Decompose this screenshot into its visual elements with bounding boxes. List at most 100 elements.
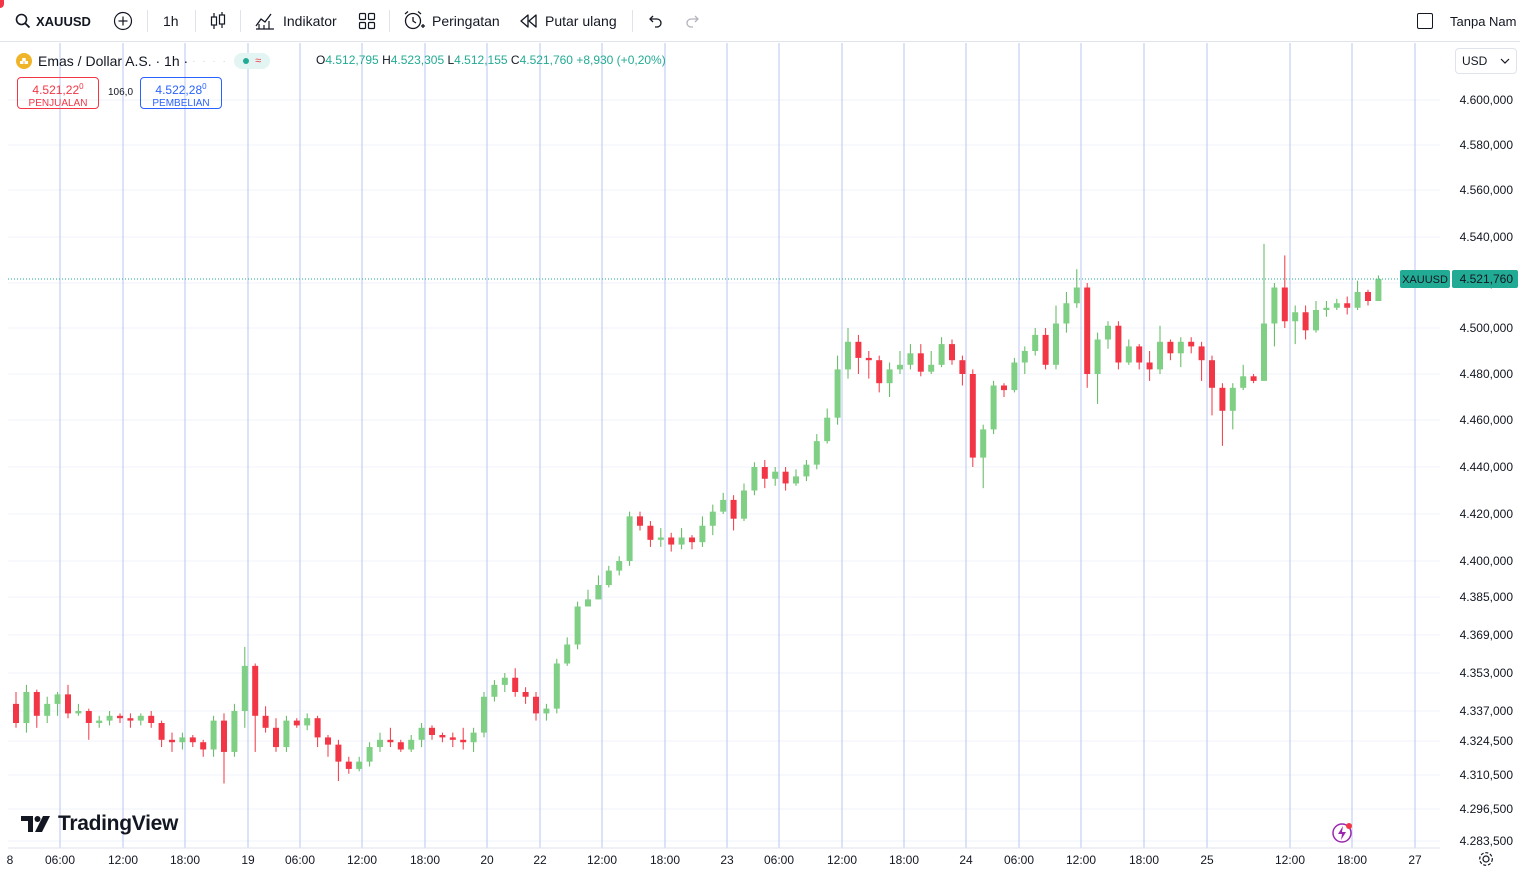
x-axis-tick-label: 06:00 [285,853,315,867]
candle-body [647,525,654,540]
candle-body [481,696,487,733]
candle-body [1261,323,1267,381]
last-price-tag-label: 4.521,760 [1460,272,1514,286]
gold-coin-icon [16,53,32,69]
sell-button[interactable]: 4.521,220 PENJUALAN [17,77,99,109]
candle-body [512,677,519,692]
candle-body [1001,385,1007,391]
candle-body [137,715,144,721]
y-axis-tick-label: 4.460,000 [1460,413,1514,427]
tradingview-logo[interactable]: TradingView [20,812,178,836]
buy-price-sup: 0 [202,82,207,91]
candle-body [1021,351,1028,363]
divider [147,10,148,32]
candle-body [127,718,134,721]
candle-body [522,692,529,697]
replay-label: Putar ulang [545,13,617,29]
candle-body [990,385,997,430]
candle-body [314,718,321,738]
buy-label: PEMBELIAN [152,98,210,109]
search-icon [15,13,31,29]
currency-select[interactable]: USD [1455,48,1517,74]
candle-body [262,715,269,728]
redo-button[interactable] [684,0,702,42]
y-axis-tick-label: 4.420,000 [1460,507,1514,521]
layouts-button[interactable] [358,0,376,42]
whats-new-button[interactable] [1332,822,1354,849]
candle-body [1240,376,1247,388]
candle-body [865,357,872,361]
candle-body [699,525,706,543]
candle-body [1333,303,1340,308]
price-chart[interactable]: 8 06:00 12:00 18:00 19 06:00 12:00 18:00 20 22 12:… [0,43,1520,880]
candle-body [1344,303,1351,308]
candle-body [793,476,799,484]
indicator-chart-icon [255,13,274,30]
candle-body [169,739,175,743]
candle-body [75,711,82,714]
realtime-icon: ≈ [255,55,262,67]
market-status-badge[interactable]: ≈ [234,53,271,69]
candle-body [772,471,779,479]
candle-body [449,737,456,740]
x-axis-tick-label: 25 [1200,853,1214,867]
replay-button[interactable]: Putar ulang [519,0,617,42]
candle-body [1188,341,1195,347]
candle-body [85,711,92,723]
x-axis-tick-label: 18:00 [650,853,680,867]
chart-type-button[interactable] [209,0,227,42]
rewind-icon [520,14,537,28]
undo-button[interactable] [646,0,664,42]
candle-body [439,735,446,738]
candle-body [585,599,591,607]
chart-settings-button[interactable] [1478,851,1494,872]
candle-body [1354,292,1361,308]
symbol-legend[interactable]: Emas / Dollar A.S. · 1h · · · · · ≈ [16,51,271,71]
chevron-down-icon [1500,58,1510,64]
candle-body [148,715,155,723]
x-axis-tick-label: 12:00 [1275,853,1305,867]
candle-body [387,739,394,743]
candle-body [564,644,571,664]
candle-body [637,516,643,526]
y-axis-tick-label: 4.385,000 [1460,590,1514,604]
candle-body [44,703,51,716]
indicators-button[interactable]: Indikator [254,0,337,42]
interval-button[interactable]: 1h [163,0,179,42]
candle-body [969,374,976,458]
candle-body [241,665,248,711]
x-axis-tick-label: 18:00 [410,853,440,867]
candle-body [408,739,415,750]
candle-body [366,747,373,762]
candle-body [345,761,352,769]
close-label: C [510,53,520,67]
candle-body [13,703,19,723]
candle-body [65,694,71,714]
layout-name-label: Tanpa Nam [1450,13,1517,29]
y-axis-tick-label: 4.324,500 [1460,734,1514,748]
candle-body [1167,341,1174,354]
indicators-label: Indikator [283,13,337,29]
y-axis-tick-label: 4.310,500 [1460,768,1514,782]
alerts-button[interactable]: Peringatan [403,0,500,42]
x-axis-tick-label: 06:00 [45,853,75,867]
grid-layout-icon [358,12,376,30]
x-axis-tick-label: 06:00 [1004,853,1034,867]
chart-pane[interactable]: 8 06:00 12:00 18:00 19 06:00 12:00 18:00 20 22 12:… [0,43,1520,880]
candle-body [886,369,893,384]
undo-icon [649,15,662,28]
x-axis-tick-label: 23 [720,853,734,867]
candle-body [668,537,675,545]
candle-body [1198,346,1205,361]
candle-body [574,606,581,645]
candle-body [897,364,903,370]
symbol-search-button[interactable]: XAUUSD [15,0,91,42]
candle-body [595,585,602,600]
compare-button[interactable] [113,0,133,42]
x-axis-tick-label: 12:00 [108,853,138,867]
buy-button[interactable]: 4.522,280 PEMBELIAN [140,77,222,109]
y-axis-tick-label: 4.283,500 [1460,834,1514,848]
candle-body [1125,346,1132,363]
candle-body [252,665,259,716]
layout-name-button[interactable]: Tanpa Nam [1417,0,1516,42]
